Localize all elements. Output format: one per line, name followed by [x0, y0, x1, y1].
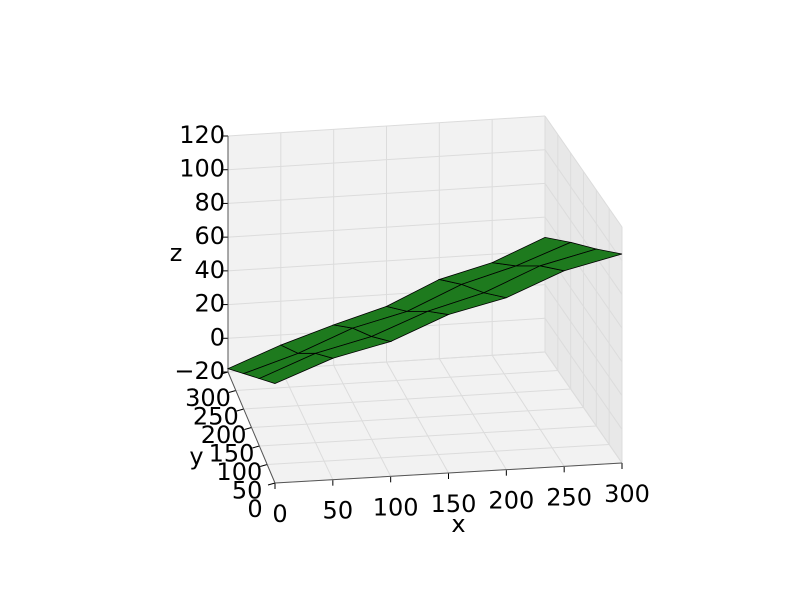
grid-line: [544, 149, 623, 261]
grid-line: [544, 318, 623, 430]
x-tick-label: 200: [488, 487, 534, 515]
grid-line: [227, 115, 546, 137]
x-tick-label: 0: [272, 500, 287, 528]
z-tick-label: 80: [194, 188, 225, 216]
grid-line: [259, 425, 597, 447]
grid-line: [544, 115, 623, 228]
grid-line: [544, 183, 623, 295]
grid-line: [544, 284, 623, 396]
grid-line: [227, 250, 546, 272]
y-tick-label: 250: [193, 403, 239, 431]
tick-mark: [267, 482, 276, 486]
grid-line: [544, 216, 623, 329]
grid-line: [267, 444, 610, 465]
y-axis-label: y: [189, 443, 203, 471]
y-tick-label: 200: [201, 421, 247, 449]
x-tick-label: 100: [373, 493, 419, 521]
z-tick-label: 60: [194, 222, 225, 250]
grid-line: [544, 351, 623, 464]
x-tick-label: 50: [323, 497, 354, 525]
x-tick-label: 150: [431, 490, 477, 518]
grid-line: [235, 370, 558, 391]
z-tick-label: 40: [194, 256, 225, 284]
z-tick-label: 100: [179, 155, 225, 183]
tick-mark: [236, 408, 244, 412]
tick-mark: [244, 427, 252, 430]
tick-mark: [260, 464, 268, 467]
z-tick-label: 0: [210, 323, 225, 351]
axis-line: [274, 462, 623, 484]
grid-line: [251, 407, 584, 428]
z-tick-label: −20: [174, 357, 225, 385]
grid-line: [227, 182, 546, 204]
grid-line: [227, 149, 546, 171]
surface-patch: [540, 248, 623, 272]
z-axis-label: z: [170, 239, 183, 267]
tick-mark: [252, 445, 260, 449]
tick-mark: [228, 390, 236, 393]
x-tick-label: 250: [546, 483, 592, 511]
axis-line: [227, 371, 276, 484]
x-axis-label: x: [451, 510, 465, 538]
y-tick-label: 50: [232, 477, 263, 505]
y-tick-label: 0: [247, 495, 262, 523]
grid-line: [243, 388, 571, 410]
grid-line: [227, 216, 546, 238]
z-tick-label: 120: [179, 121, 225, 149]
y-tick-label: 300: [185, 384, 231, 412]
z-tick-label: 20: [194, 290, 225, 318]
y-tick-label: 100: [216, 458, 262, 486]
y-tick-label: 150: [209, 440, 255, 468]
x-tick-label: 300: [604, 480, 650, 508]
